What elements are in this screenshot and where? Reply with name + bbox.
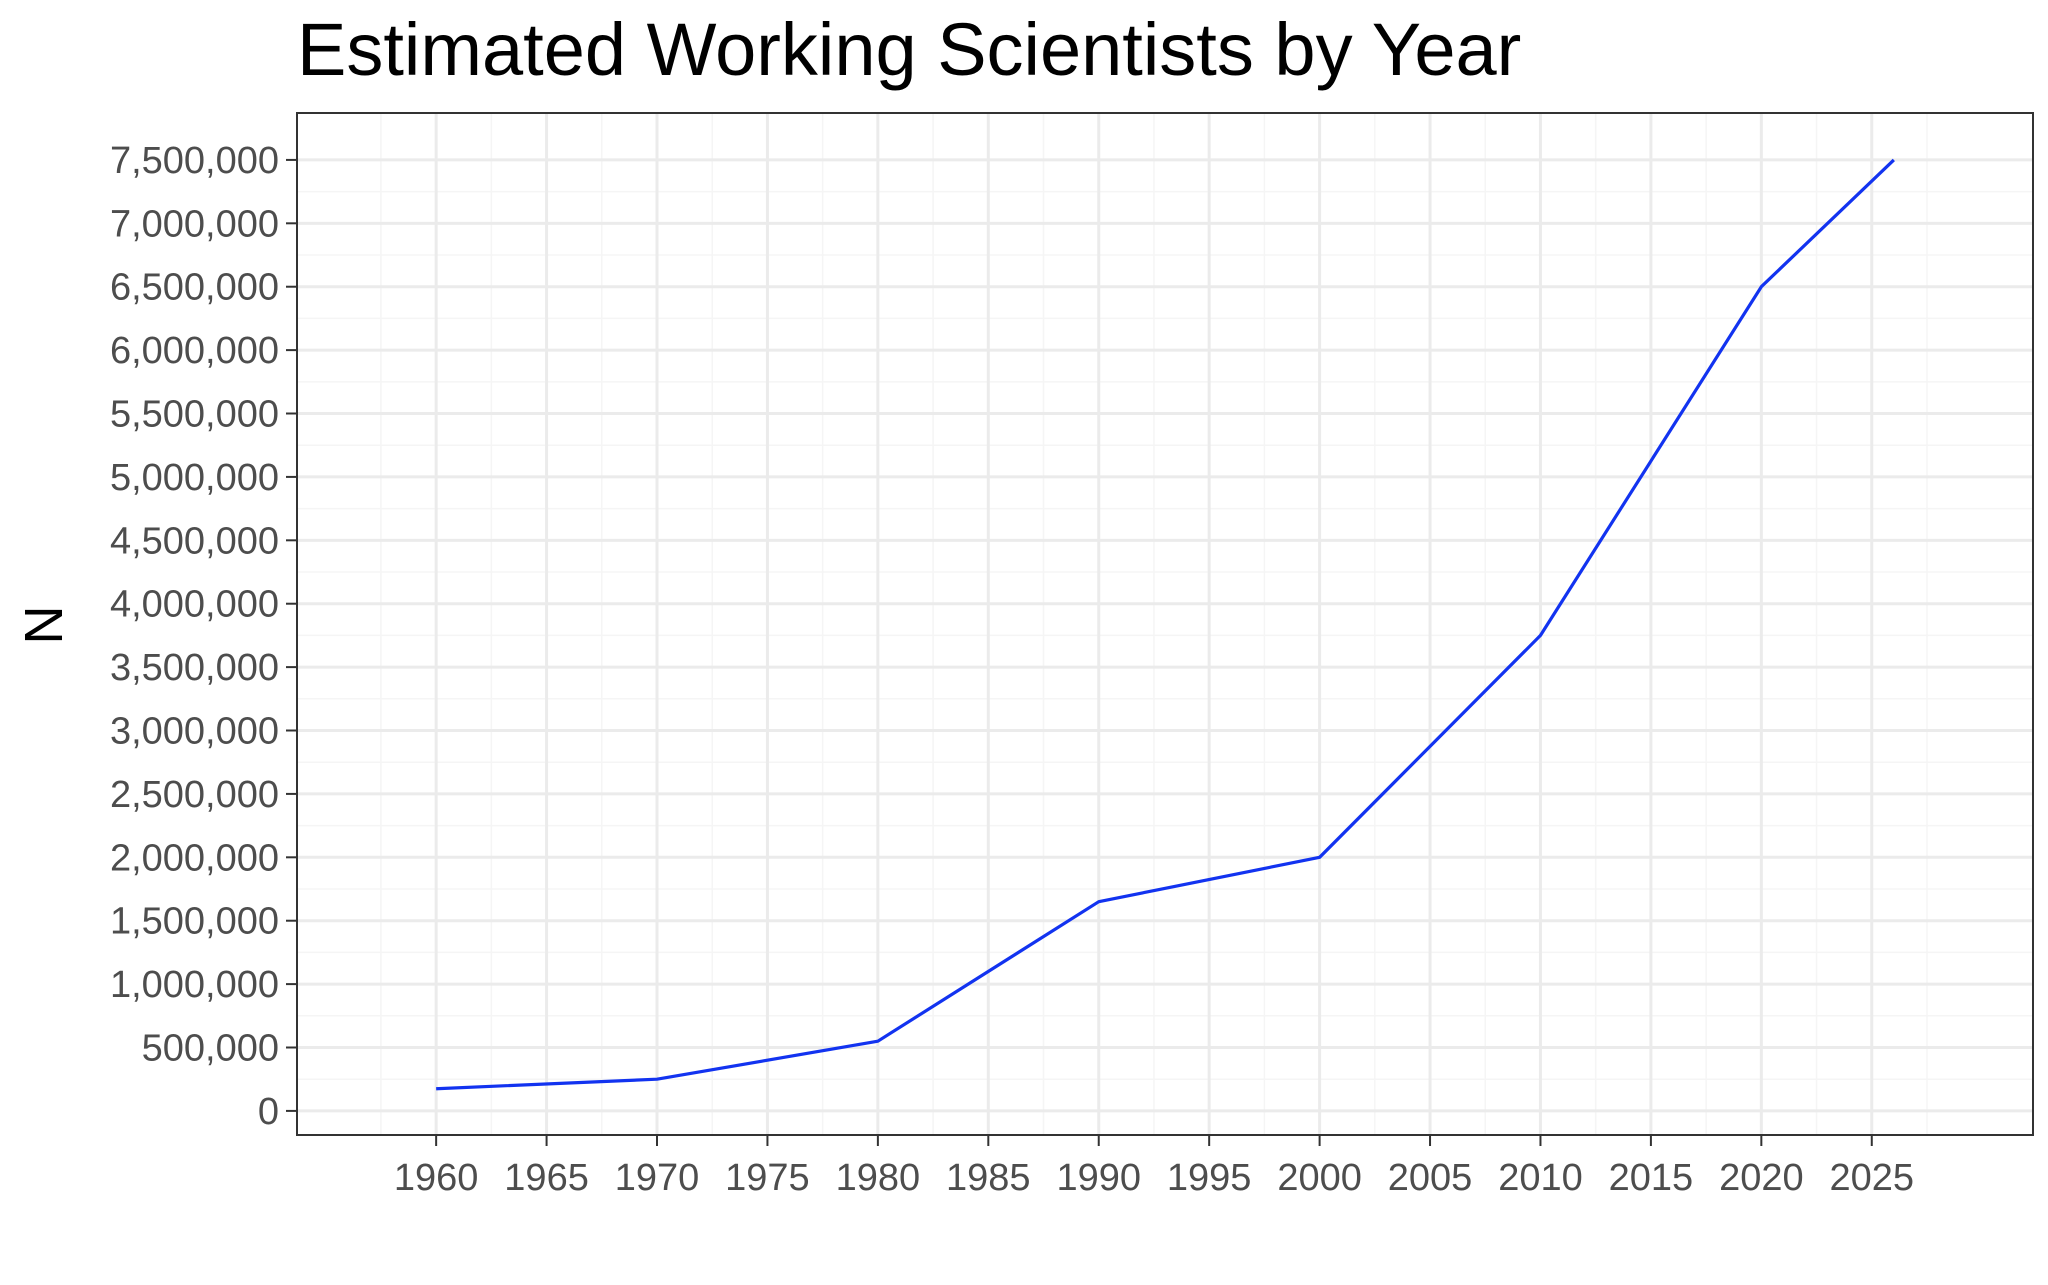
y-tick-label: 1,500,000 bbox=[110, 901, 279, 943]
x-tick-label: 2015 bbox=[1609, 1157, 1694, 1199]
x-tick-label: 1980 bbox=[836, 1157, 921, 1199]
x-tick-label: 1965 bbox=[504, 1157, 589, 1199]
x-tick-label: 2020 bbox=[1719, 1157, 1804, 1199]
x-tick-label: 1970 bbox=[615, 1157, 700, 1199]
x-tick-label: 2005 bbox=[1388, 1157, 1473, 1199]
y-tick-label: 3,000,000 bbox=[110, 711, 279, 753]
grid-lines bbox=[297, 113, 2033, 1135]
x-tick-label: 2025 bbox=[1829, 1157, 1914, 1199]
y-tick-label: 500,000 bbox=[142, 1028, 279, 1070]
y-tick-label: 6,000,000 bbox=[110, 330, 279, 372]
y-tick-label: 3,500,000 bbox=[110, 647, 279, 689]
y-tick-label: 2,000,000 bbox=[110, 837, 279, 879]
x-axis: 1960 1965 1970 1975 1980 1985 1990 1995 2000 2005… bbox=[394, 1135, 1914, 1199]
y-tick-label: 5,000,000 bbox=[110, 457, 279, 499]
y-axis: 0 500,000 1,000,000 1,500,000 2,000,000 2,500… bbox=[110, 140, 297, 1133]
y-tick-label: 5,500,000 bbox=[110, 394, 279, 436]
y-tick-label: 0 bbox=[258, 1091, 279, 1133]
x-tick-label: 2010 bbox=[1498, 1157, 1583, 1199]
x-tick-label: 1995 bbox=[1167, 1157, 1252, 1199]
x-tick-label: 1985 bbox=[946, 1157, 1031, 1199]
y-tick-label: 7,500,000 bbox=[110, 140, 279, 182]
y-tick-label: 2,500,000 bbox=[110, 774, 279, 816]
series-line bbox=[436, 158, 1895, 1091]
y-tick-label: 1,000,000 bbox=[110, 964, 279, 1006]
x-tick-label: 2000 bbox=[1277, 1157, 1362, 1199]
panel-border bbox=[296, 112, 2034, 1136]
chart-title: Estimated Working Scientists by Year bbox=[297, 8, 1521, 91]
series-layer bbox=[436, 158, 1895, 1091]
y-tick-label: 4,000,000 bbox=[110, 584, 279, 626]
y-tick-label: 7,000,000 bbox=[110, 203, 279, 245]
x-tick-label: 1990 bbox=[1056, 1157, 1141, 1199]
y-tick-label: 6,500,000 bbox=[110, 267, 279, 309]
x-tick-label: 1975 bbox=[725, 1157, 810, 1199]
x-tick-label: 1960 bbox=[394, 1157, 479, 1199]
y-axis-label: N bbox=[14, 606, 74, 645]
y-tick-label: 4,500,000 bbox=[110, 520, 279, 562]
